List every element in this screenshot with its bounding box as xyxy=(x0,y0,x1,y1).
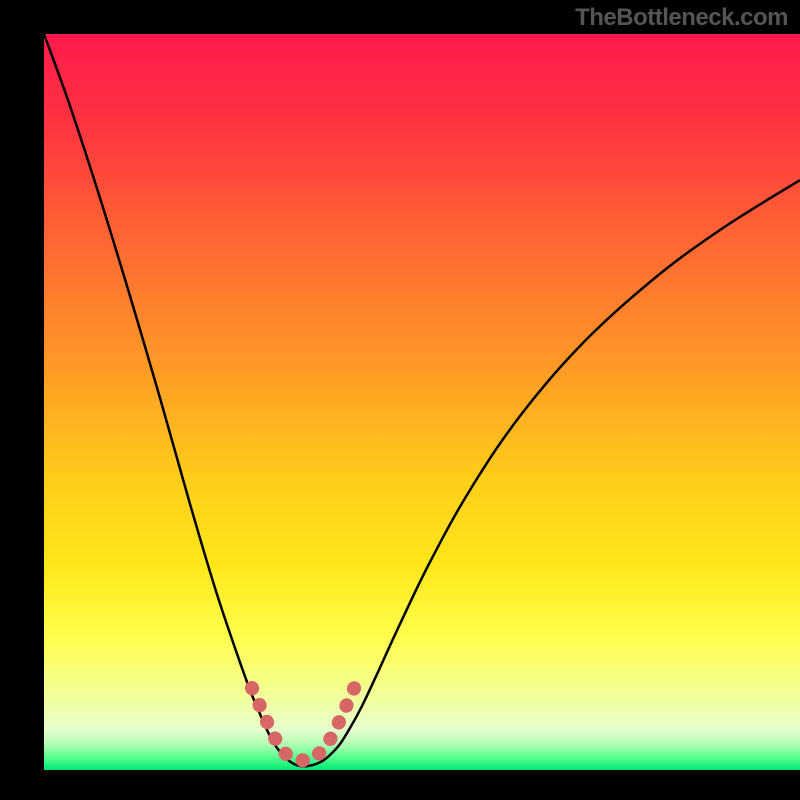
plot-background xyxy=(44,34,800,770)
watermark-text: TheBottleneck.com xyxy=(575,4,788,32)
bottleneck-chart xyxy=(0,0,800,800)
